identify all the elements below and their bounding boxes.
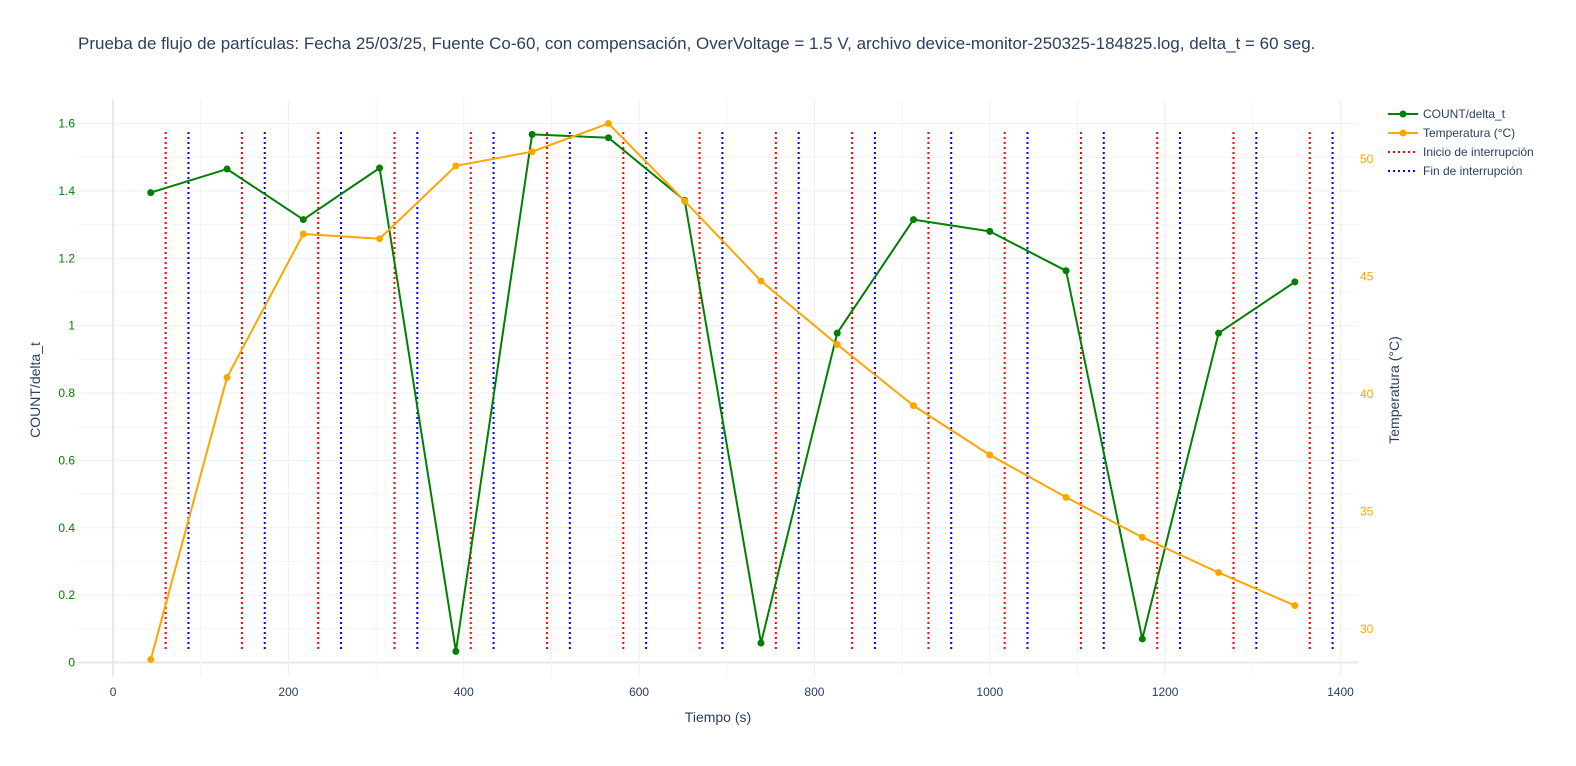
axis-ticks: 0 200 400 600 800 1000 1200 1400 0 0.2 0.4 0.6 0.8 1 1…: [58, 117, 1373, 699]
temperature-point[interactable]: [1215, 569, 1223, 577]
x-tick-label: 1400: [1327, 685, 1354, 699]
count-point[interactable]: [1062, 267, 1070, 275]
temperature-point[interactable]: [147, 656, 155, 664]
x-axis-title: Tiempo (s): [685, 709, 751, 725]
legend-item-interruption-end[interactable]: Fin de interrupción: [1388, 164, 1522, 178]
y2-tick-label: 45: [1360, 269, 1374, 283]
temperature-point[interactable]: [1062, 493, 1070, 501]
legend-label: Inicio de interrupción: [1423, 145, 1534, 159]
series-lines: [147, 120, 1299, 664]
count-point[interactable]: [452, 647, 460, 655]
legend-label: Fin de interrupción: [1423, 164, 1522, 178]
legend-item-interruption-start[interactable]: Inicio de interrupción: [1388, 145, 1534, 159]
legend-marker: [1399, 110, 1407, 118]
legend-label: Temperatura (°C): [1423, 126, 1515, 140]
y2-tick-label: 30: [1360, 622, 1374, 636]
y-tick-label: 0.8: [58, 386, 75, 400]
y-tick-label: 1.4: [58, 184, 75, 198]
count-point[interactable]: [376, 164, 384, 172]
temperature-point[interactable]: [986, 451, 994, 459]
chart-title: Prueba de flujo de partículas: Fecha 25/…: [78, 34, 1315, 53]
count-point[interactable]: [604, 134, 612, 142]
legend-marker: [1399, 129, 1407, 137]
temperature-point[interactable]: [452, 162, 460, 170]
x-tick-label: 800: [804, 685, 824, 699]
temperature-point[interactable]: [681, 197, 689, 205]
count-point[interactable]: [1215, 329, 1223, 337]
temperature-point[interactable]: [1138, 533, 1146, 541]
temperature-point[interactable]: [376, 235, 384, 243]
temperature-point[interactable]: [223, 373, 231, 381]
y-tick-label: 0.6: [58, 453, 75, 467]
temperature-point[interactable]: [910, 402, 918, 410]
y2-tick-label: 35: [1360, 504, 1374, 518]
count-point[interactable]: [833, 329, 841, 337]
x-tick-label: 1200: [1152, 685, 1179, 699]
count-point[interactable]: [1138, 635, 1146, 643]
y2-axis-title: Temperatura (°C): [1386, 336, 1402, 444]
x-tick-label: 200: [278, 685, 298, 699]
x-tick-label: 400: [454, 685, 474, 699]
count-point[interactable]: [910, 216, 918, 224]
legend-label: COUNT/delta_t: [1423, 107, 1506, 121]
count-point[interactable]: [757, 639, 765, 647]
x-tick-label: 600: [629, 685, 649, 699]
count-point[interactable]: [299, 216, 307, 224]
y-tick-label: 1: [68, 319, 75, 333]
temperature-point[interactable]: [1291, 601, 1299, 609]
temperature-point[interactable]: [299, 230, 307, 238]
count-point[interactable]: [223, 165, 231, 173]
count-point[interactable]: [528, 130, 536, 138]
count-point[interactable]: [147, 189, 155, 197]
x-tick-label: 1000: [976, 685, 1003, 699]
y-tick-label: 1.6: [58, 117, 75, 131]
temperature-point[interactable]: [604, 120, 612, 128]
count-point[interactable]: [986, 227, 994, 235]
y-tick-label: 0: [68, 656, 75, 670]
interruption-lines: [164, 132, 1334, 650]
temperature-series-line: [149, 122, 1296, 660]
y-tick-label: 0.2: [58, 588, 75, 602]
temperature-point[interactable]: [528, 148, 536, 156]
count-series-line: [150, 133, 1296, 653]
y-tick-label: 1.2: [58, 251, 75, 265]
temperature-point[interactable]: [757, 277, 765, 285]
y2-tick-label: 50: [1360, 152, 1374, 166]
y-tick-label: 0.4: [58, 521, 75, 535]
legend-item-temperature[interactable]: Temperatura (°C): [1388, 126, 1515, 140]
temperature-point[interactable]: [833, 341, 841, 349]
x-tick-label: 0: [110, 685, 117, 699]
y2-tick-label: 40: [1360, 387, 1374, 401]
y-axis-title: COUNT/delta_t: [27, 342, 43, 438]
count-point[interactable]: [1291, 278, 1299, 286]
legend-item-count[interactable]: COUNT/delta_t: [1388, 107, 1506, 121]
legend[interactable]: COUNT/delta_t Temperatura (°C) Inicio de i…: [1388, 107, 1534, 178]
